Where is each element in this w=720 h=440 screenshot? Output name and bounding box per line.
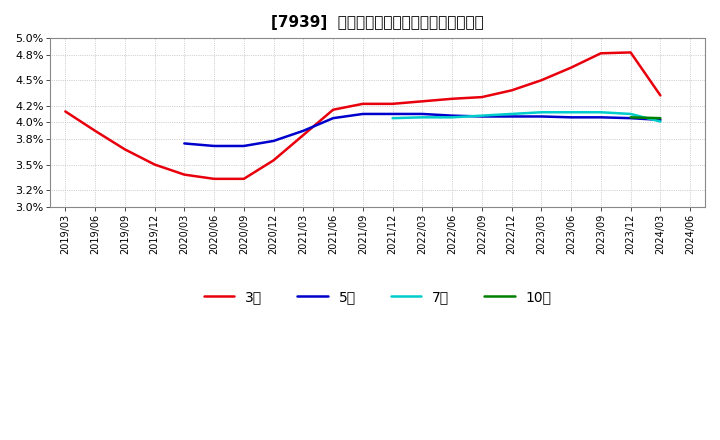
7年 [448,115,456,120]
3年 [120,147,129,152]
5年 [269,138,278,143]
5年 [299,128,307,133]
3年 [448,96,456,102]
10年 [656,116,665,121]
3年 [567,65,575,70]
3年 [359,101,367,106]
3年 [329,107,338,112]
3年 [508,88,516,93]
5年 [597,115,606,120]
5年 [240,143,248,149]
3年 [477,95,486,100]
5年 [448,113,456,118]
3年 [537,77,546,83]
10年 [626,115,635,120]
3年 [269,158,278,163]
7年 [388,116,397,121]
3年 [91,128,99,133]
Line: 5年: 5年 [184,114,660,146]
3年 [656,93,665,98]
5年 [388,111,397,117]
5年 [508,114,516,119]
7年 [477,113,486,118]
5年 [329,116,338,121]
7年 [537,110,546,115]
7年 [567,110,575,115]
5年 [180,141,189,146]
3年 [299,132,307,138]
Title: [7939]  当期純利益マージンの平均値の推移: [7939] 当期純利益マージンの平均値の推移 [271,15,484,30]
3年 [210,176,218,181]
7年 [626,111,635,117]
5年 [567,115,575,120]
7年 [597,110,606,115]
3年 [626,50,635,55]
7年 [418,115,427,120]
Legend: 3年, 5年, 7年, 10年: 3年, 5年, 7年, 10年 [198,284,557,309]
Line: 10年: 10年 [631,117,660,118]
3年 [180,172,189,177]
5年 [477,114,486,119]
3年 [61,109,70,114]
5年 [418,111,427,117]
3年 [597,51,606,56]
Line: 3年: 3年 [66,52,660,179]
5年 [656,117,665,122]
5年 [359,111,367,117]
3年 [418,99,427,104]
5年 [626,116,635,121]
3年 [240,176,248,181]
3年 [388,101,397,106]
7年 [508,111,516,117]
Line: 7年: 7年 [392,112,660,121]
7年 [656,119,665,124]
3年 [150,162,159,167]
5年 [210,143,218,149]
5年 [537,114,546,119]
